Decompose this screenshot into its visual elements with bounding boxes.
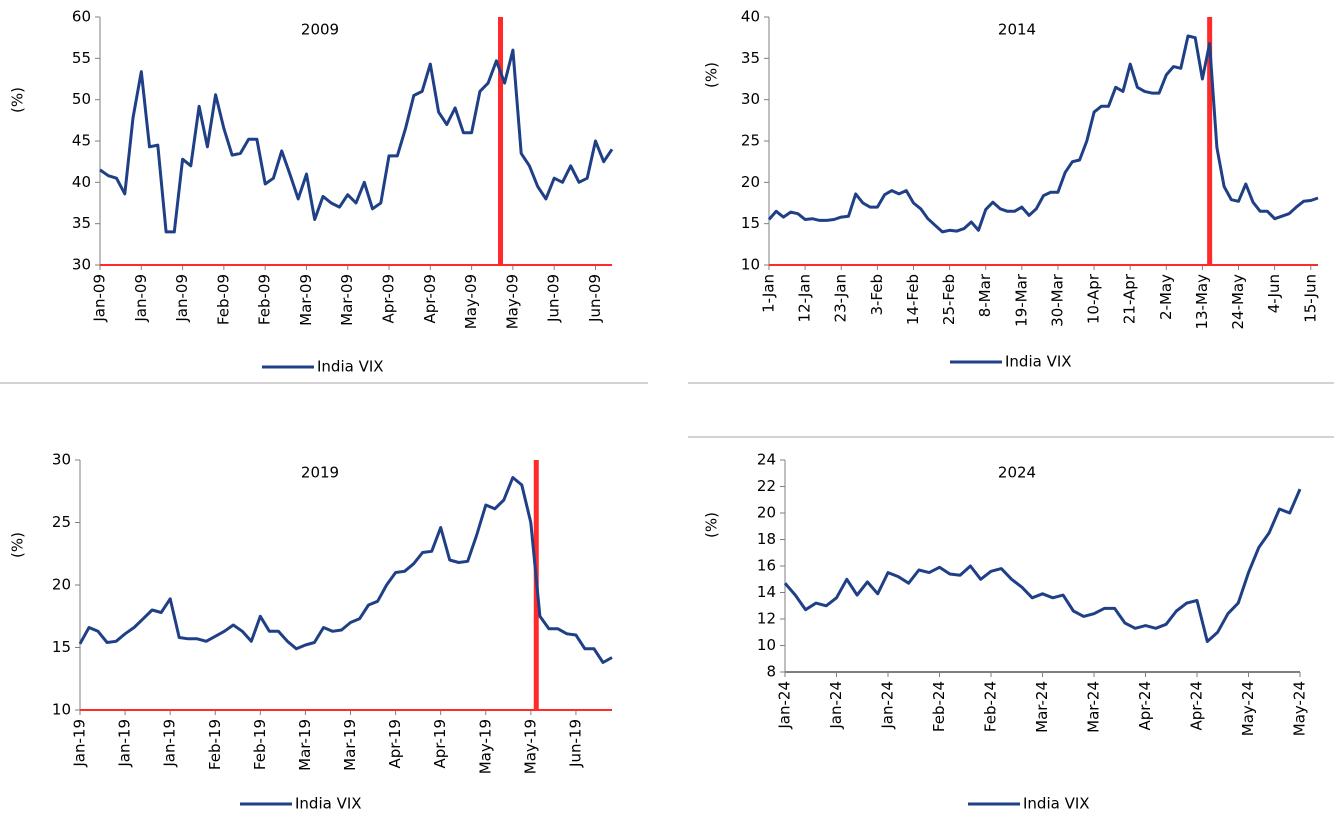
chart-title: 2019: [301, 464, 339, 482]
x-tick-label: Mar-19: [341, 719, 359, 771]
y-tick-label: 40: [72, 173, 91, 191]
y-tick-label: 8: [766, 663, 776, 681]
x-tick-label: 21-Apr: [1121, 273, 1139, 324]
legend-label: India VIX: [317, 358, 384, 376]
y-tick-label: 10: [741, 256, 760, 274]
x-tick-label: Apr-24: [1188, 681, 1206, 731]
x-tick-label: Mar-24: [1033, 681, 1051, 733]
x-tick-label: 8-Mar: [976, 273, 994, 317]
x-tick-label: Mar-09: [338, 274, 356, 326]
y-tick-label: 25: [52, 513, 71, 531]
x-tick-label: 15-Jun: [1301, 274, 1319, 323]
y-tick-label: 20: [741, 173, 760, 191]
x-tick-label: 30-Mar: [1048, 273, 1066, 327]
x-tick-label: 19-Mar: [1012, 273, 1030, 327]
line-series: [99, 48, 614, 234]
event-marker: [498, 17, 504, 265]
y-axis-label: (%): [9, 532, 27, 558]
x-tick-label: Feb-19: [251, 719, 269, 770]
x-tick-label: Feb-24: [930, 681, 948, 732]
y-tick-label: 30: [72, 256, 91, 274]
x-tick-label: Apr-09: [380, 274, 398, 324]
x-tick-label: Mar-24: [1085, 681, 1103, 733]
x-tick-label: Jun-09: [586, 274, 604, 323]
y-tick-label: 15: [741, 214, 760, 232]
y-tick-label: 35: [741, 49, 760, 67]
x-tick-label: 23-Jan: [832, 274, 850, 322]
x-tick-label: 14-Feb: [904, 274, 922, 325]
x-tick-label: Apr-09: [421, 274, 439, 324]
y-tick-label: 45: [72, 132, 91, 150]
y-tick-label: 24: [757, 451, 776, 469]
y-tick-label: 30: [741, 90, 760, 108]
x-tick-label: 1-Jan: [760, 274, 778, 313]
x-tick-label: May-09: [503, 274, 521, 329]
chart-title: 2014: [998, 21, 1036, 39]
x-tick-label: Jan-24: [776, 681, 794, 730]
x-tick-label: 12-Jan: [796, 274, 814, 322]
x-tick-label: Apr-24: [1136, 681, 1154, 731]
x-tick-label: Apr-19: [431, 719, 449, 769]
x-tick-label: 10-Apr: [1085, 273, 1103, 324]
y-axis-label: (%): [703, 512, 721, 538]
y-tick-label: 25: [741, 132, 760, 150]
x-tick-label: May-24: [1239, 681, 1257, 736]
x-tick-label: Mar-09: [297, 274, 315, 326]
x-tick-label: Jan-24: [827, 681, 845, 730]
y-tick-label: 40: [741, 8, 760, 26]
x-tick-label: 24-May: [1229, 274, 1247, 330]
y-tick-label: 20: [52, 576, 71, 594]
x-tick-label: Jan-19: [161, 719, 179, 768]
x-tick-label: Apr-19: [386, 719, 404, 769]
x-tick-label: 4-Jun: [1265, 274, 1283, 313]
legend-label: India VIX: [1005, 353, 1072, 371]
y-tick-label: 20: [757, 504, 776, 522]
line-series: [783, 488, 1302, 643]
y-tick-label: 10: [52, 701, 71, 719]
x-tick-label: Jan-19: [116, 719, 134, 768]
x-tick-label: Jan-19: [71, 719, 89, 768]
line-series: [78, 476, 613, 664]
x-tick-label: Feb-09: [256, 274, 274, 325]
y-tick-label: 60: [72, 8, 91, 26]
x-tick-label: Jun-19: [566, 719, 584, 768]
x-tick-label: Jan-09: [132, 274, 150, 323]
x-tick-label: 13-May: [1193, 274, 1211, 330]
x-tick-label: Jun-09: [545, 274, 563, 323]
x-tick-label: Feb-19: [206, 719, 224, 770]
legend-label: India VIX: [1023, 795, 1090, 813]
chart-title: 2009: [301, 21, 339, 39]
x-tick-label: 2-May: [1157, 274, 1175, 320]
x-tick-label: 25-Feb: [940, 274, 958, 325]
y-tick-label: 12: [757, 610, 776, 628]
line-series: [767, 34, 1319, 234]
y-tick-label: 10: [757, 636, 776, 654]
x-tick-label: May-19: [476, 719, 494, 774]
legend-label: India VIX: [295, 795, 362, 813]
x-tick-label: Jan-24: [879, 681, 897, 730]
y-tick-label: 22: [757, 477, 776, 495]
x-tick-label: Jan-09: [173, 274, 191, 323]
x-tick-label: May-09: [462, 274, 480, 329]
x-tick-label: Mar-19: [296, 719, 314, 771]
y-tick-label: 15: [52, 638, 71, 656]
chart-title: 2024: [998, 464, 1036, 482]
y-axis-label: (%): [703, 62, 721, 88]
x-tick-label: Feb-09: [214, 274, 232, 325]
y-tick-label: 30: [52, 451, 71, 469]
y-tick-label: 14: [757, 583, 776, 601]
x-tick-label: May-24: [1291, 681, 1309, 736]
y-tick-label: 55: [72, 49, 91, 67]
x-tick-label: Feb-24: [982, 681, 1000, 732]
event-marker: [1207, 17, 1213, 265]
y-tick-label: 50: [72, 90, 91, 108]
x-tick-label: May-19: [521, 719, 539, 774]
x-tick-label: Jan-09: [91, 274, 109, 323]
y-tick-label: 18: [757, 530, 776, 548]
y-tick-label: 35: [72, 214, 91, 232]
y-axis-label: (%): [9, 87, 27, 113]
y-tick-label: 16: [757, 557, 776, 575]
x-tick-label: 3-Feb: [868, 274, 886, 316]
